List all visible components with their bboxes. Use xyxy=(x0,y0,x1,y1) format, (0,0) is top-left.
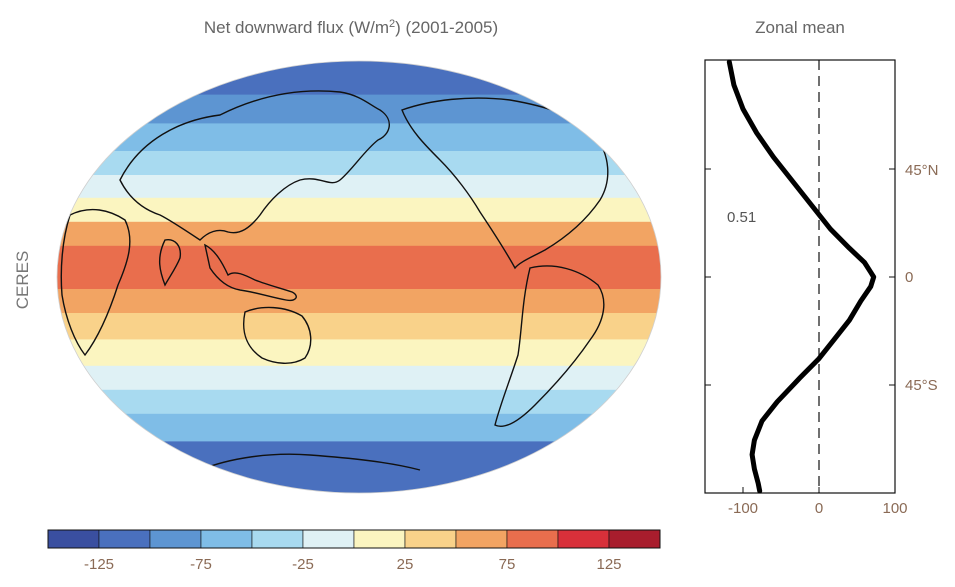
colorbar-cell xyxy=(455,529,508,549)
map-band xyxy=(57,365,661,391)
colorbar-cell xyxy=(149,529,202,549)
coastline-seasia xyxy=(204,243,297,302)
colorbar-tick-label: 75 xyxy=(499,556,516,573)
x-tick-label: 100 xyxy=(882,500,907,517)
y-tick-label: 45°N xyxy=(905,162,939,179)
colorbar-cell xyxy=(353,529,406,549)
y-tick-label: 45°S xyxy=(905,377,938,394)
map-band xyxy=(57,175,661,199)
row-label: CERES xyxy=(13,251,32,310)
map-outline xyxy=(56,60,662,494)
colorbar-cell xyxy=(200,529,253,549)
flux-map xyxy=(56,60,662,494)
map-band xyxy=(57,61,661,96)
coastline-antarctica xyxy=(199,453,421,471)
colorbar-tick-label: 25 xyxy=(397,556,414,573)
map-band xyxy=(57,245,661,268)
map-band xyxy=(57,389,661,415)
map-bands xyxy=(57,61,661,493)
zonal-frame xyxy=(704,59,896,494)
y-tick-label: 0 xyxy=(905,269,913,286)
zonal-mean-line xyxy=(726,59,877,494)
coastlines xyxy=(60,90,609,471)
colorbar-cell xyxy=(404,529,457,549)
colorbar-cell xyxy=(557,529,610,549)
colorbar-cell xyxy=(251,529,304,549)
colorbar-cells xyxy=(47,529,661,549)
colorbar-ticks: -125 -75 -25 25 75 125 xyxy=(84,556,622,573)
coastline-north-america xyxy=(401,97,609,270)
colorbar-cell xyxy=(47,529,100,549)
map-band xyxy=(57,151,661,176)
colorbar-tick-label: -75 xyxy=(190,556,212,573)
correlation-annotation: 0.51 xyxy=(727,209,756,226)
coastline-australia xyxy=(243,306,312,364)
colorbar-frame xyxy=(47,529,661,549)
map-band xyxy=(57,413,661,442)
colorbar-cell xyxy=(302,529,355,549)
x-tick-label: 0 xyxy=(815,500,823,517)
x-tick-label: -100 xyxy=(728,500,758,517)
coastline-eurasia xyxy=(119,90,390,241)
map-band xyxy=(57,267,661,290)
map-title-suffix: ) (2001-2005) xyxy=(395,18,498,37)
map-band xyxy=(57,289,661,314)
zonal-title: Zonal mean xyxy=(755,18,845,37)
map-band xyxy=(57,339,661,367)
colorbar-tick-label: -125 xyxy=(84,556,114,573)
colorbar-tick-label: 125 xyxy=(596,556,621,573)
map-title: Net downward flux (W/m2) (2001-2005) xyxy=(204,18,498,37)
coastline-india xyxy=(159,239,182,287)
coastline-south-america xyxy=(494,265,605,427)
colorbar-cell xyxy=(98,529,151,549)
map-title-prefix: Net downward flux (W/m xyxy=(204,18,389,37)
coastline-africa xyxy=(60,208,131,357)
map-band xyxy=(57,441,661,493)
map-band xyxy=(57,313,661,340)
colorbar-tick-label: -25 xyxy=(292,556,314,573)
colorbar: -125 -75 -25 25 75 125 xyxy=(47,529,661,573)
map-band xyxy=(57,197,661,223)
zonal-mean-panel: Zonal mean 45°N 0 45°S -100 0 100 0.51 xyxy=(704,18,939,517)
colorbar-cell xyxy=(608,529,661,549)
map-band xyxy=(57,221,661,247)
map-title-sup: 2 xyxy=(389,18,395,30)
colorbar-cell xyxy=(506,529,559,549)
